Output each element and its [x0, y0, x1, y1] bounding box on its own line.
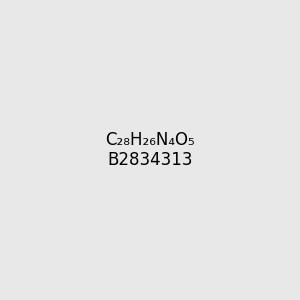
Text: C₂₈H₂₆N₄O₅
B2834313: C₂₈H₂₆N₄O₅ B2834313 — [105, 130, 195, 170]
